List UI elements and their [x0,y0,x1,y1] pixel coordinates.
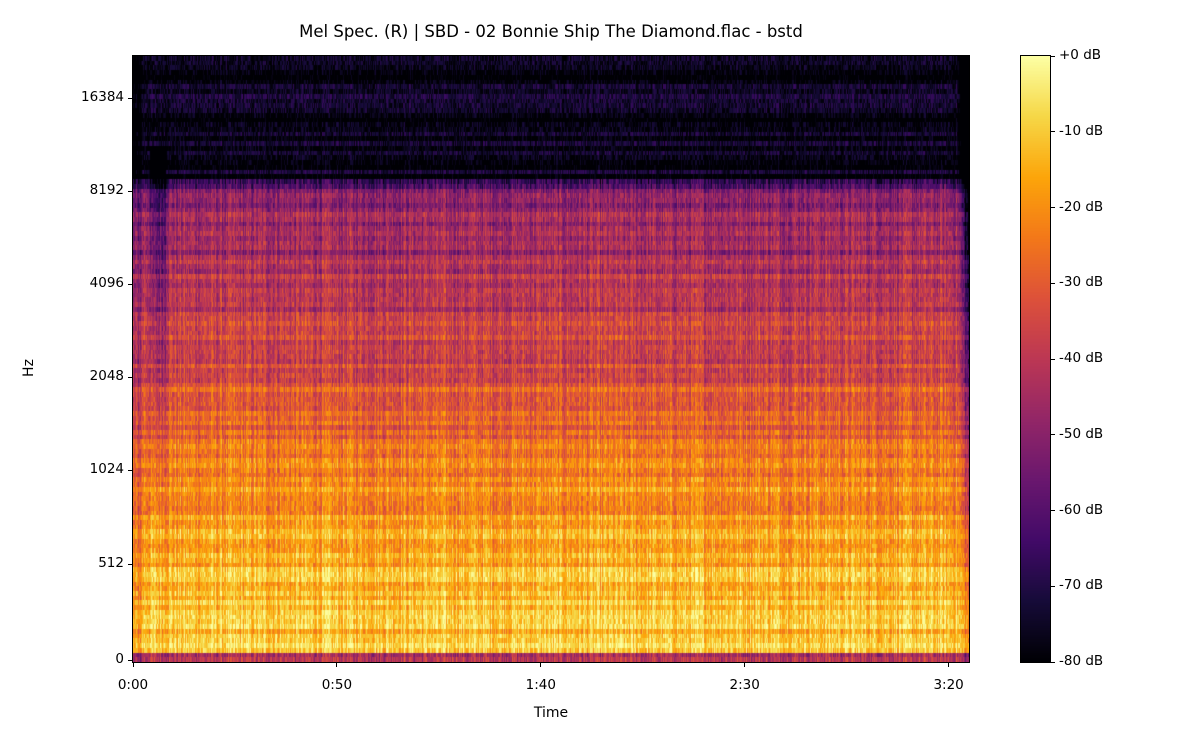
spectrogram-heatmap [133,56,969,662]
y-tick-mark [128,376,133,378]
x-tick-mark [540,662,542,667]
colorbar-tick-mark [1050,131,1055,133]
colorbar-tick-mark [1050,207,1055,208]
x-tick-label: 2:30 [729,677,760,693]
colorbar-tick-mark [1050,510,1055,511]
colorbar-tick-label: -80 dB [1059,653,1104,669]
colorbar-gradient [1021,56,1050,662]
x-tick-mark [132,662,134,667]
x-tick-label: 3:20 [933,677,964,693]
y-tick-mark [128,190,133,192]
y-tick-mark [128,659,133,661]
y-axis-label: Hz [20,359,37,377]
x-tick-label: 0:50 [321,677,353,693]
colorbar-tick-label: -50 dB [1059,425,1104,442]
y-tick-label: 0 [115,651,124,667]
colorbar-tick-label: -10 dB [1059,122,1104,139]
y-tick-label: 512 [98,555,124,571]
y-tick-label: 8192 [89,182,124,198]
y-tick-label: 2048 [89,368,124,384]
x-tick-mark [336,662,338,667]
colorbar-tick-label: -70 dB [1059,577,1104,594]
colorbar-tick-label: -30 dB [1059,274,1104,291]
chart-title: Mel Spec. (R) | SBD - 02 Bonnie Ship The… [299,22,803,41]
colorbar-tick-mark [1050,585,1055,587]
y-tick-mark [128,563,133,565]
y-tick-mark [128,97,133,99]
colorbar-tick-label: -60 dB [1059,501,1104,518]
colorbar [1020,55,1051,663]
y-tick-label: 16384 [81,89,124,105]
colorbar-tick-mark [1050,434,1055,436]
colorbar-tick-mark [1050,55,1055,57]
y-tick-mark [128,283,133,285]
colorbar-tick-mark [1050,358,1055,360]
colorbar-tick-mark [1050,661,1055,663]
spectrogram-plot-area [132,55,970,663]
x-tick-mark [948,662,950,667]
x-tick-label: 1:40 [525,677,556,693]
colorbar-tick-label: -20 dB [1059,198,1104,215]
colorbar-tick-mark [1050,282,1055,284]
x-tick-label: 0:00 [117,677,149,693]
x-axis-label: Time [533,705,569,721]
colorbar-tick-label: -40 dB [1059,350,1104,366]
x-tick-mark [744,662,746,667]
y-tick-mark [128,469,133,471]
colorbar-tick-label: +0 dB [1059,47,1102,63]
y-tick-label: 1024 [89,461,124,477]
y-tick-label: 4096 [89,275,124,291]
